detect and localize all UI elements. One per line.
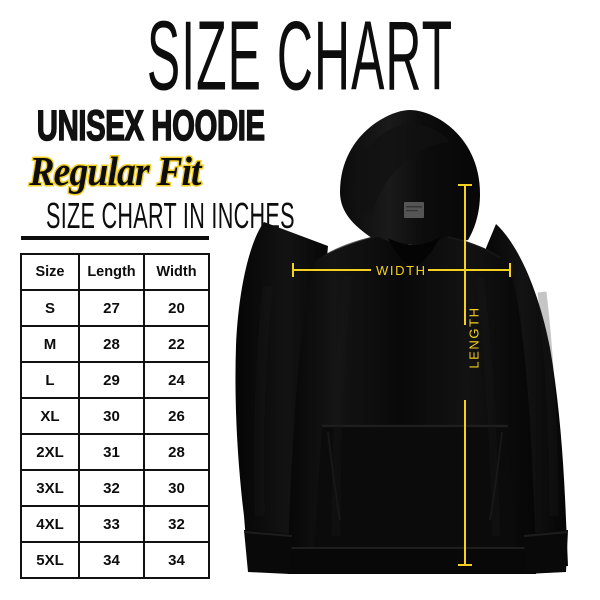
cell-size: 2XL — [20, 433, 80, 471]
hoodie-illustration — [228, 96, 588, 592]
hood-fold — [352, 124, 450, 216]
neck-opening — [388, 237, 440, 266]
table-row: XL 30 26 — [20, 397, 210, 435]
left-cuff — [244, 530, 292, 574]
left-sleeve — [235, 222, 328, 570]
table-row: 2XL 31 28 — [20, 433, 210, 471]
cell-length: 32 — [78, 469, 145, 507]
column-header-width: Width — [143, 253, 210, 291]
right-cuff — [524, 530, 568, 574]
cell-length: 34 — [78, 541, 145, 579]
fit-heading: Regular Fit — [28, 148, 203, 195]
cell-size: M — [20, 325, 80, 363]
units-note-underline — [21, 236, 209, 240]
left-column: UNISEX HOODIE Regular Fit SIZE CHART IN … — [0, 102, 295, 240]
cell-width: 30 — [143, 469, 210, 507]
cell-width: 22 — [143, 325, 210, 363]
bottom-hem — [288, 548, 536, 574]
cell-length: 28 — [78, 325, 145, 363]
table-row: M 28 22 — [20, 325, 210, 363]
cell-length: 27 — [78, 289, 145, 327]
cell-length: 29 — [78, 361, 145, 399]
table-row: L 29 24 — [20, 361, 210, 399]
cell-length: 30 — [78, 397, 145, 435]
cell-width: 20 — [143, 289, 210, 327]
cell-size: 5XL — [20, 541, 80, 579]
cell-width: 34 — [143, 541, 210, 579]
cell-width: 32 — [143, 505, 210, 543]
table-row: S 27 20 — [20, 289, 210, 327]
table-row: 3XL 32 30 — [20, 469, 210, 507]
cell-width: 28 — [143, 433, 210, 471]
cell-width: 24 — [143, 361, 210, 399]
pocket-right-opening — [489, 431, 503, 521]
cell-length: 33 — [78, 505, 145, 543]
cell-size: L — [20, 361, 80, 399]
cell-length: 31 — [78, 433, 145, 471]
column-header-length: Length — [78, 253, 145, 291]
units-note: SIZE CHART IN INCHES — [46, 195, 295, 236]
table-row: 4XL 33 32 — [20, 505, 210, 543]
cell-size: 3XL — [20, 469, 80, 507]
size-table-container: Size Length Width S 27 20 M 28 22 L — [20, 253, 210, 579]
hoodie-graphic — [235, 110, 569, 574]
product-heading: UNISEX HOODIE — [36, 102, 265, 150]
left-shoulder-seam — [323, 235, 379, 257]
cell-size: 4XL — [20, 505, 80, 543]
kangaroo-pocket — [314, 426, 516, 548]
page-title: SIZE CHART — [146, 1, 454, 112]
table-row: 5XL 34 34 — [20, 541, 210, 579]
column-header-size: Size — [20, 253, 80, 291]
right-shoulder-seam — [447, 236, 501, 259]
cell-size: S — [20, 289, 80, 327]
table-header-row: Size Length Width — [20, 253, 210, 291]
cell-width: 26 — [143, 397, 210, 435]
size-table: Size Length Width S 27 20 M 28 22 L — [20, 253, 210, 579]
pocket-left-opening — [327, 431, 341, 521]
cell-size: XL — [20, 397, 80, 435]
